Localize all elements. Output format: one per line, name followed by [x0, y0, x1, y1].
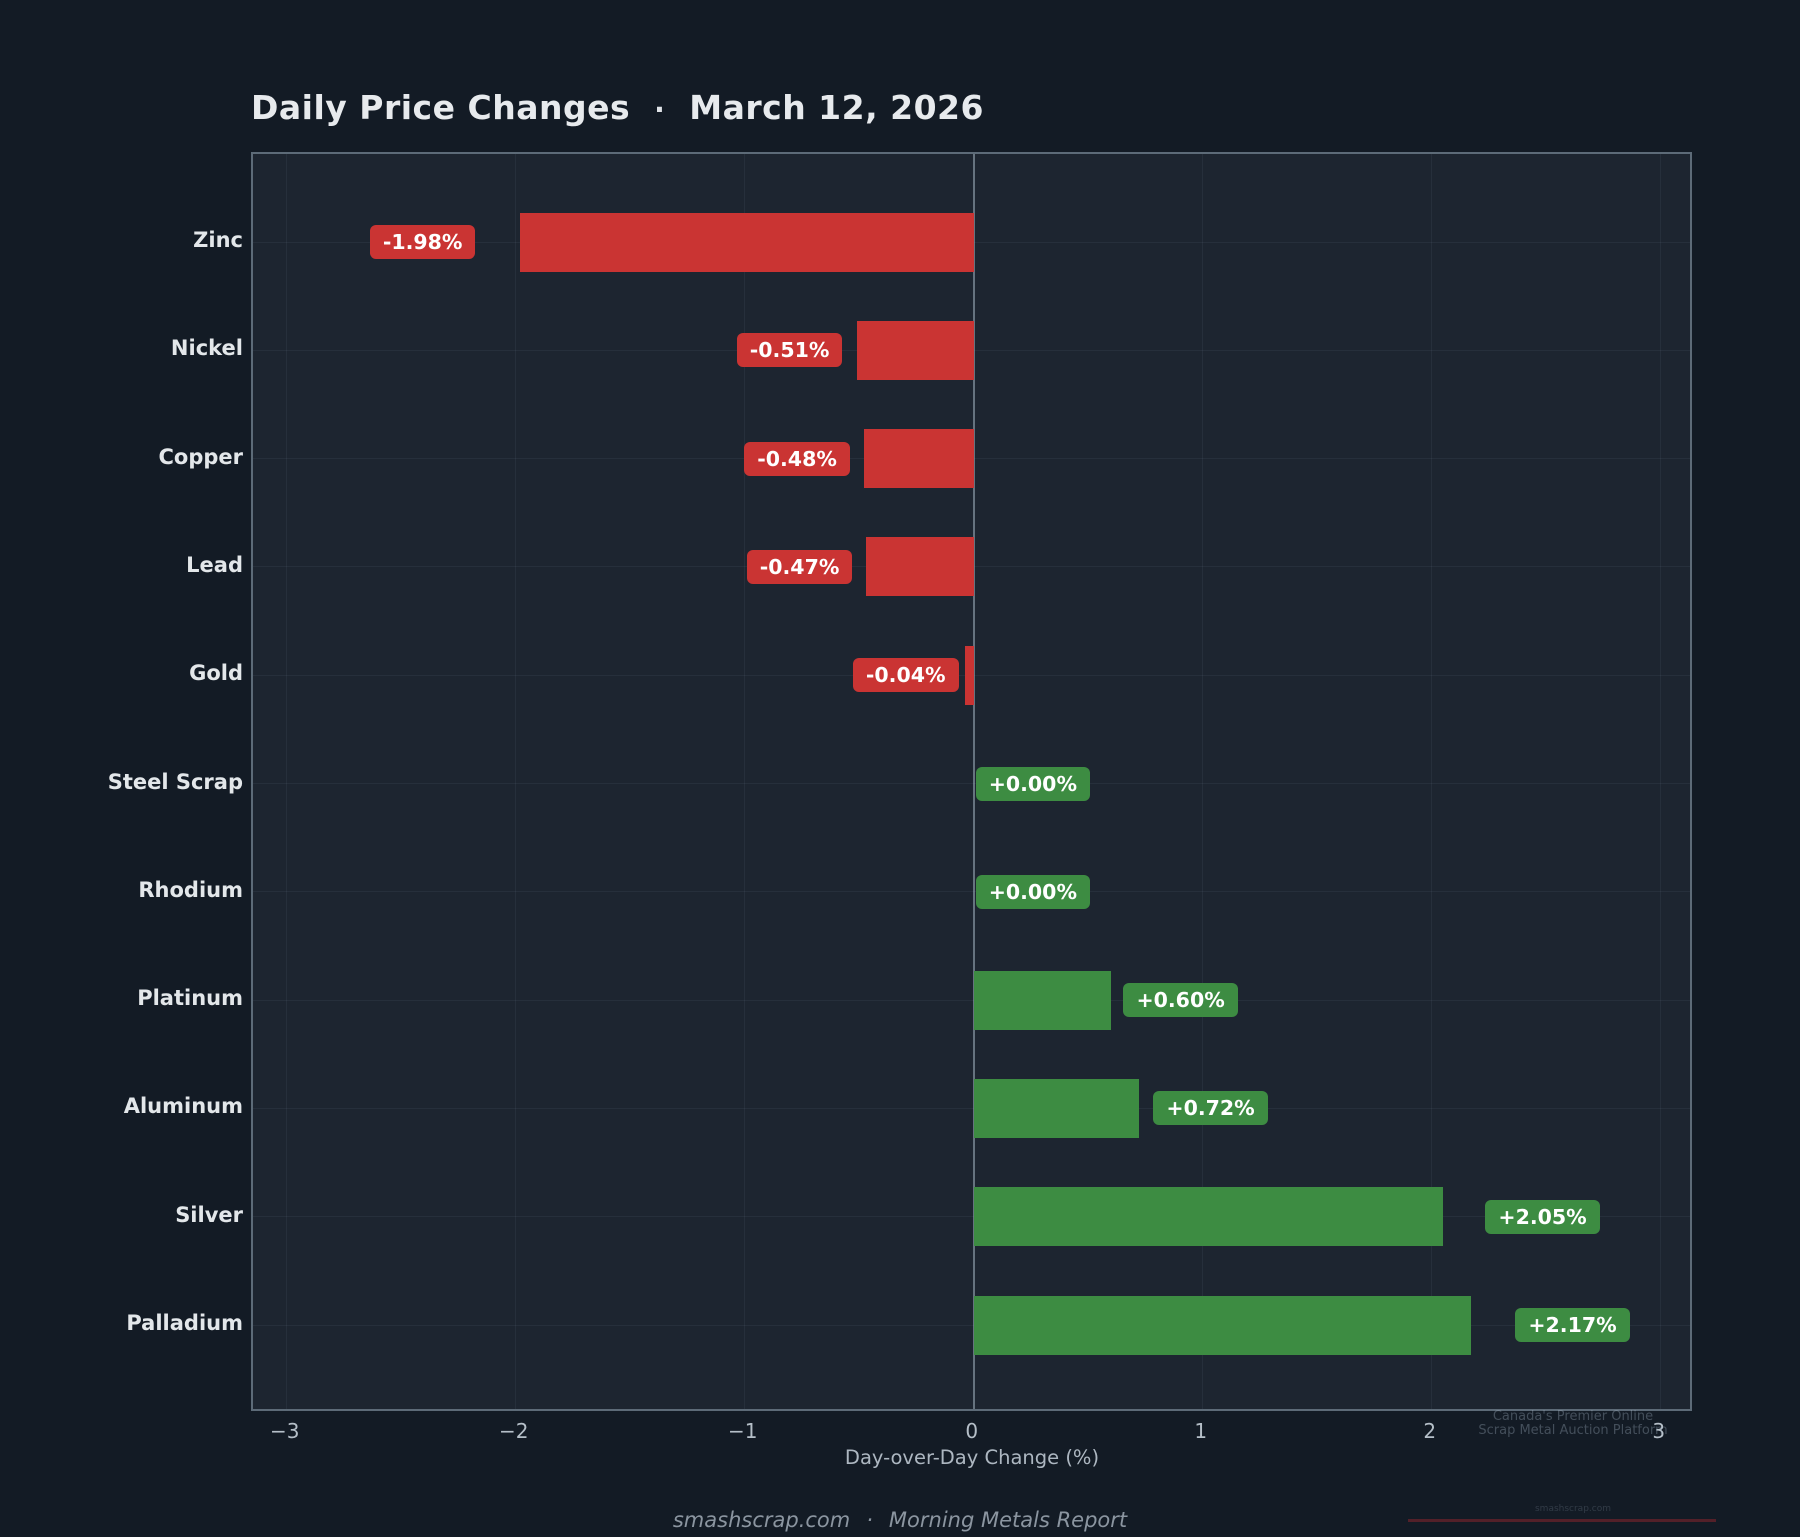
value-badge-copper: -0.48% — [744, 441, 850, 476]
bar-copper — [863, 429, 974, 489]
x-tick-label--3: −3 — [269, 1419, 300, 1443]
bar-nickel — [856, 320, 974, 380]
y-gridline — [253, 891, 1690, 893]
category-label-lead: Lead — [186, 552, 243, 577]
watermark-tagline-line1: Canada's Premier Online — [1492, 1409, 1654, 1424]
chart-title: Daily Price Changes · March 12, 2026 — [251, 88, 984, 127]
x-gridline — [1431, 154, 1433, 1409]
category-label-silver: Silver — [175, 1202, 243, 1227]
bar-palladium — [973, 1295, 1471, 1355]
value-badge-gold: -0.04% — [852, 658, 959, 693]
plot-area: -1.98% -0.51% -0.48% -0.47% -0.04% +0.00% +0.0… — [251, 152, 1692, 1411]
x-gridline — [286, 154, 288, 1409]
value-badge-nickel: -0.51% — [736, 333, 843, 368]
x-tick-label-3: 3 — [1652, 1419, 1666, 1443]
x-gridline — [1202, 154, 1204, 1409]
category-label-steel-scrap: Steel Scrap — [107, 769, 243, 794]
bar-lead — [866, 537, 974, 597]
y-gridline — [253, 1216, 1690, 1218]
footer: smashscrap.com · Morning Metals Report — [673, 1508, 1127, 1532]
footer-report-name: Morning Metals Report — [888, 1508, 1128, 1532]
category-label-palladium: Palladium — [126, 1311, 243, 1335]
x-tick-label-0: 0 — [965, 1419, 979, 1443]
chart-title-date: March 12, 2026 — [689, 88, 984, 127]
value-badge-rhodium: +0.00% — [975, 874, 1090, 909]
bar-platinum — [973, 970, 1112, 1030]
category-label-rhodium: Rhodium — [138, 877, 243, 902]
x-tick-label--2: −2 — [498, 1419, 529, 1443]
watermark: Canada's Premier Online Scrap Metal Auct… — [1408, 1409, 1738, 1522]
watermark-site: smashscrap.com — [1534, 1504, 1611, 1514]
bar-aluminum — [973, 1078, 1139, 1138]
y-gridline — [253, 1324, 1690, 1326]
bar-silver — [973, 1187, 1444, 1247]
category-label-zinc: Zinc — [193, 228, 243, 252]
footer-site: smashscrap.com — [672, 1508, 851, 1532]
x-gridline — [515, 154, 517, 1409]
y-gridline — [253, 1107, 1690, 1109]
x-tick-label-1: 1 — [1194, 1419, 1208, 1443]
value-badge-silver: +2.05% — [1485, 1199, 1600, 1234]
category-label-aluminum: Aluminum — [123, 1094, 243, 1119]
category-label-platinum: Platinum — [137, 986, 243, 1011]
category-label-copper: Copper — [158, 444, 243, 469]
zero-baseline — [972, 154, 975, 1409]
value-badge-lead: -0.47% — [746, 549, 853, 584]
x-tick-label-2: 2 — [1423, 1419, 1437, 1443]
value-badge-platinum: +0.60% — [1123, 983, 1238, 1018]
bar-gold — [964, 645, 974, 705]
watermark-tagline-line2: Scrap Metal Auction Platform — [1478, 1423, 1668, 1438]
value-badge-zinc: -1.98% — [369, 225, 476, 259]
category-label-gold: Gold — [189, 661, 243, 686]
title-separator-dot: · — [654, 93, 666, 126]
x-gridline — [1660, 154, 1662, 1409]
value-badge-aluminum: +0.72% — [1153, 1091, 1268, 1126]
category-label-nickel: Nickel — [170, 336, 243, 361]
x-axis-label: Day-over-Day Change (%) — [844, 1446, 1100, 1469]
footer-separator-dot: · — [866, 1508, 873, 1532]
value-badge-palladium: +2.17% — [1515, 1308, 1630, 1342]
bar-zinc — [520, 212, 974, 272]
value-badge-steel-scrap: +0.00% — [975, 766, 1090, 801]
y-gridline — [253, 999, 1690, 1001]
watermark-rule — [1408, 1519, 1716, 1522]
chart-title-text: Daily Price Changes — [251, 88, 631, 127]
x-tick-label--1: −1 — [727, 1419, 758, 1443]
x-gridline — [744, 154, 746, 1409]
y-gridline — [253, 783, 1690, 784]
